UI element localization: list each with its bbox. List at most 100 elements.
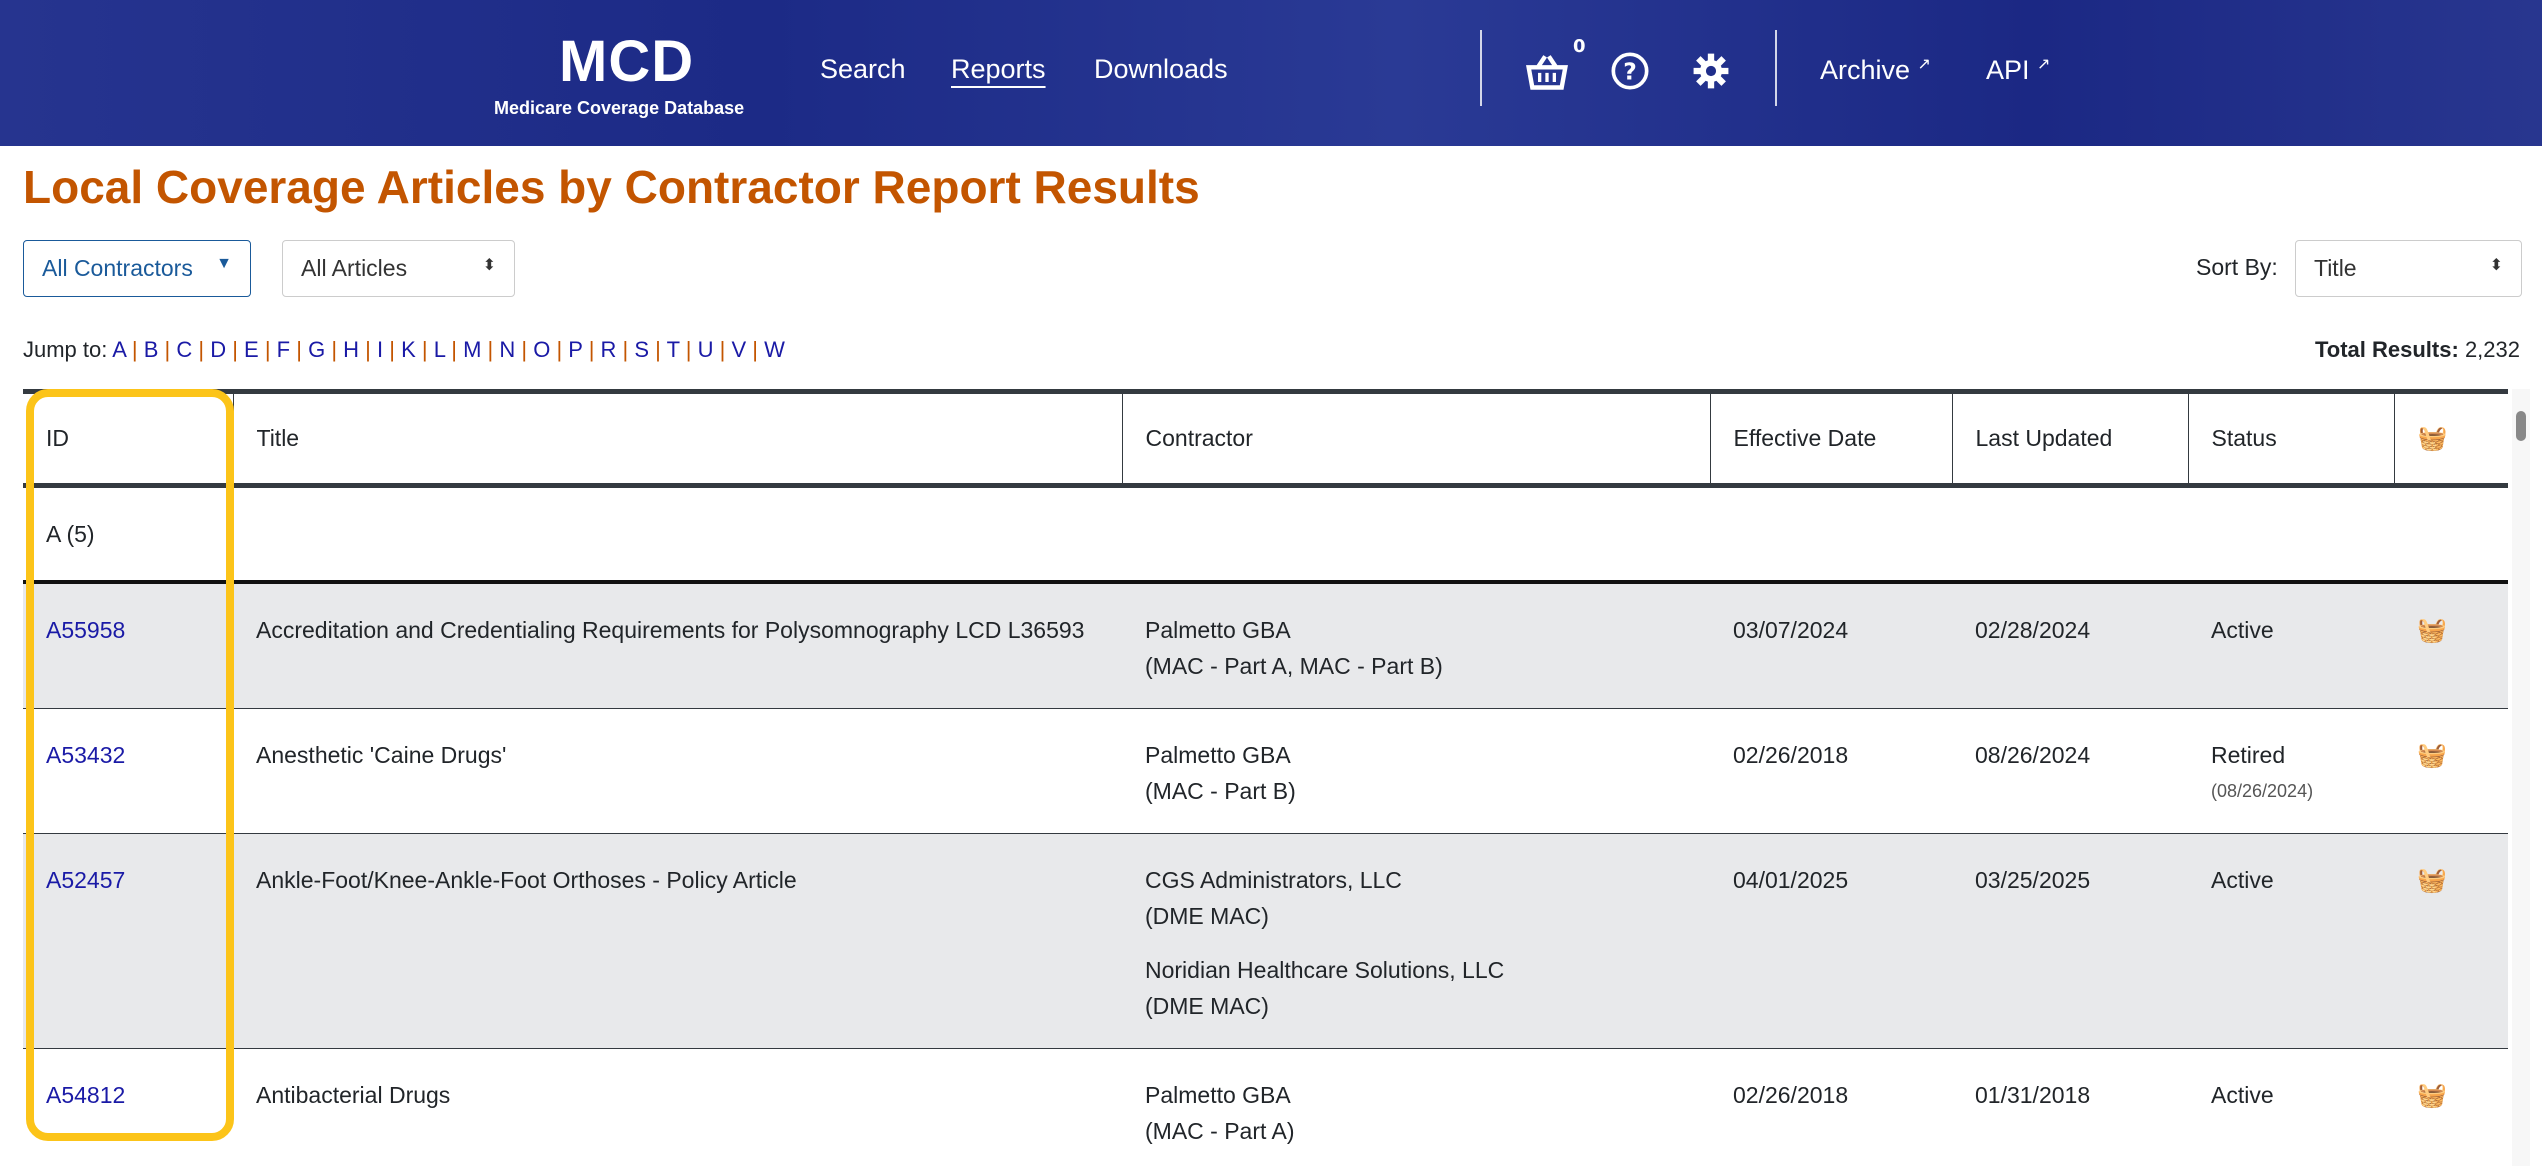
jump-letter-t[interactable]: T — [667, 337, 680, 362]
separator: | — [192, 337, 210, 362]
separator: | — [680, 337, 698, 362]
contractor-type: (MAC - Part A) — [1145, 1113, 1687, 1149]
contractor-cell: Palmetto GBA(MAC - Part A, MAC - Part B) — [1122, 582, 1710, 709]
article-id-link[interactable]: A52457 — [46, 867, 125, 893]
total-results-value: 2,232 — [2465, 337, 2520, 362]
add-to-basket-icon[interactable]: 🧺 — [2417, 742, 2447, 769]
table-row: A53432 Anesthetic 'Caine Drugs' Palmetto… — [23, 709, 2508, 834]
contractor-dropdown-label: All Contractors — [42, 255, 193, 281]
add-to-basket-icon[interactable]: 🧺 — [2417, 867, 2447, 894]
nav-archive[interactable]: Archive ↗ — [1820, 54, 1931, 86]
jump-letter-k[interactable]: K — [401, 337, 416, 362]
separator: | — [550, 337, 568, 362]
jump-letter-c[interactable]: C — [176, 337, 192, 362]
jump-letter-g[interactable]: G — [308, 337, 325, 362]
jump-to-nav: Jump to: A | B | C | D | E | F | G | H |… — [23, 337, 785, 363]
contractor-cell: Palmetto GBA(MAC - Part B) — [1122, 709, 1710, 834]
jump-letter-w[interactable]: W — [764, 337, 785, 362]
table-row: A55958 Accreditation and Credentialing R… — [23, 582, 2508, 709]
contractor-name: Palmetto GBA — [1145, 737, 1687, 773]
external-link-icon: ↗ — [1918, 56, 1931, 73]
column-header-contractor[interactable]: Contractor — [1122, 392, 1710, 486]
sort-select-label: Title — [2314, 255, 2357, 281]
effective-date: 03/07/2024 — [1710, 582, 1952, 709]
nav-divider — [1480, 30, 1482, 106]
contractor-cell: CGS Administrators, LLC(DME MAC)Noridian… — [1122, 834, 1710, 1049]
nav-reports[interactable]: Reports — [951, 54, 1046, 85]
jump-letter-r[interactable]: R — [601, 337, 617, 362]
contractor-type: (MAC - Part A, MAC - Part B) — [1145, 648, 1687, 684]
article-id-link[interactable]: A54812 — [46, 1082, 125, 1108]
sort-arrows-icon: ⬍ — [2490, 255, 2503, 275]
sort-arrows-icon: ⬍ — [483, 255, 496, 275]
sort-by-label: Sort By: — [2196, 254, 2278, 281]
separator: | — [616, 337, 634, 362]
contractor-name: Noridian Healthcare Solutions, LLC — [1145, 952, 1687, 988]
help-icon[interactable]: ? — [1610, 51, 1650, 91]
basket-icon[interactable] — [1525, 52, 1569, 90]
last-updated: 02/28/2024 — [1952, 582, 2188, 709]
gear-icon[interactable] — [1692, 52, 1730, 90]
results-table: ID Title Contractor Effective Date Last … — [23, 389, 2508, 1173]
jump-letter-l[interactable]: L — [434, 337, 445, 362]
jump-letter-n[interactable]: N — [499, 337, 515, 362]
contractor-name: Palmetto GBA — [1145, 612, 1687, 648]
article-title: Ankle-Foot/Knee-Ankle-Foot Orthoses - Po… — [233, 834, 1122, 1049]
last-updated: 08/26/2024 — [1952, 709, 2188, 834]
add-to-basket-icon[interactable]: 🧺 — [2417, 1082, 2447, 1109]
jump-letter-v[interactable]: V — [731, 337, 746, 362]
jump-letter-s[interactable]: S — [634, 337, 649, 362]
contractor-dropdown[interactable]: All Contractors▼ — [23, 240, 251, 297]
jump-letter-u[interactable]: U — [698, 337, 714, 362]
column-header-last-updated[interactable]: Last Updated — [1952, 392, 2188, 486]
logo-subtitle: Medicare Coverage Database — [494, 98, 744, 119]
nav-api[interactable]: API ↗ — [1986, 54, 2050, 86]
article-id-link[interactable]: A55958 — [46, 617, 125, 643]
sort-select[interactable]: Title ⬍ — [2295, 240, 2522, 297]
jump-letter-m[interactable]: M — [463, 337, 481, 362]
separator: | — [649, 337, 667, 362]
articles-select-label: All Articles — [301, 255, 407, 281]
articles-select[interactable]: All Articles ⬍ — [282, 240, 515, 297]
total-results-label: Total Results: — [2315, 337, 2459, 362]
jump-letter-o[interactable]: O — [533, 337, 550, 362]
column-header-effective-date[interactable]: Effective Date — [1710, 392, 1952, 486]
effective-date: 04/01/2025 — [1710, 834, 1952, 1049]
status-text: Active — [2211, 612, 2371, 648]
page-title: Local Coverage Articles by Contractor Re… — [23, 160, 1200, 214]
column-header-title[interactable]: Title — [233, 392, 1122, 486]
table-row: A52457 Ankle-Foot/Knee-Ankle-Foot Orthos… — [23, 834, 2508, 1049]
nav-search[interactable]: Search — [820, 54, 906, 85]
column-header-id[interactable]: ID — [23, 392, 233, 486]
jump-letter-e[interactable]: E — [244, 337, 259, 362]
jump-letter-a[interactable]: A — [112, 337, 125, 362]
column-header-status[interactable]: Status — [2188, 392, 2394, 486]
jump-to-label: Jump to: — [23, 337, 107, 362]
separator: | — [481, 337, 499, 362]
separator: | — [126, 337, 144, 362]
separator: | — [226, 337, 244, 362]
site-header: MCD Medicare Coverage Database Search Re… — [0, 0, 2542, 146]
total-results: Total Results: 2,232 — [2315, 337, 2520, 363]
jump-letter-p[interactable]: P — [568, 337, 582, 362]
add-to-basket-icon[interactable]: 🧺 — [2417, 617, 2447, 644]
jump-letter-b[interactable]: B — [144, 337, 159, 362]
article-title: Antibacterial Drugs — [233, 1049, 1122, 1173]
effective-date: 02/26/2018 — [1710, 1049, 1952, 1173]
separator: | — [746, 337, 764, 362]
separator: | — [445, 337, 463, 362]
separator: | — [359, 337, 377, 362]
status-date: (08/26/2024) — [2211, 773, 2371, 809]
mcd-logo[interactable]: MCD — [559, 28, 694, 95]
table-scrollbar[interactable] — [2512, 389, 2530, 1166]
article-id-link[interactable]: A53432 — [46, 742, 125, 768]
jump-letter-h[interactable]: H — [343, 337, 359, 362]
separator: | — [158, 337, 176, 362]
jump-letter-f[interactable]: F — [277, 337, 290, 362]
scrollbar-thumb[interactable] — [2516, 411, 2526, 441]
nav-downloads[interactable]: Downloads — [1094, 54, 1228, 85]
column-header-basket: 🧺 — [2394, 392, 2508, 486]
status-cell: Active — [2188, 1049, 2394, 1173]
jump-letter-d[interactable]: D — [210, 337, 226, 362]
contractor-type: (MAC - Part B) — [1145, 773, 1687, 809]
